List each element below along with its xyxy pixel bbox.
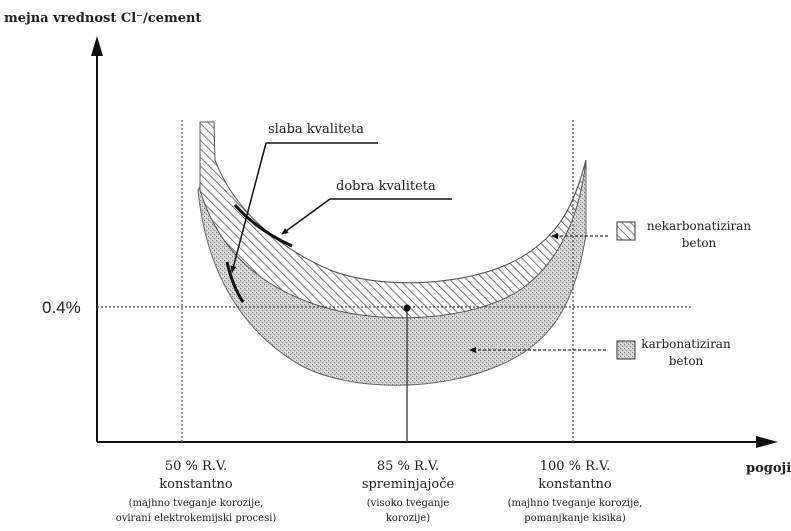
weak-quality-leader [230, 142, 267, 273]
x-axis-label: pogoji [746, 461, 791, 476]
good-quality-leader [281, 198, 331, 235]
condition-100-note-1: (majhno tveganje korozije, [508, 498, 643, 509]
legend-swatch-stipple [616, 340, 636, 360]
condition-100: 100 % R.V. konstantno (majhno tveganje k… [508, 459, 643, 524]
condition-50-subtitle: konstantno [159, 477, 233, 492]
threshold-label: 0.4% [42, 298, 81, 317]
good-quality-curve [233, 204, 293, 248]
condition-85: 85 % R.V. spreminjajoče (visoko tveganje… [362, 459, 455, 524]
y-axis-arrow-icon [91, 36, 103, 56]
good-quality-label: dobra kvaliteta [336, 179, 436, 194]
condition-85-title: 85 % R.V. [377, 459, 439, 474]
weak-quality-label: slaba kvaliteta [268, 122, 364, 137]
legend-stipple-label-2: beton [669, 354, 704, 368]
condition-50-title: 50 % R.V. [165, 459, 227, 474]
weak-quality-curve [225, 261, 245, 303]
condition-85-note-2: korozije) [386, 513, 430, 524]
x-axis-arrow-icon [756, 436, 778, 448]
legend-hatch-label-2: beton [682, 236, 717, 250]
legend-swatch-hatch [616, 221, 636, 241]
condition-50-note-2: ovirani elektrokemijski procesi) [116, 513, 277, 524]
non-carbonated-band [199, 121, 587, 319]
condition-100-note-2: pomanjkanje kisika) [524, 513, 626, 524]
condition-85-note-1: (visoko tveganje [367, 498, 450, 509]
condition-50: 50 % R.V. konstantno (majhno tveganje ko… [116, 459, 277, 524]
minimum-point [403, 304, 411, 312]
condition-85-subtitle: spreminjajoče [362, 477, 455, 492]
condition-50-note-1: (majhno tveganje korozije, [129, 498, 264, 509]
legend-stipple-label-1: karbonatiziran [641, 337, 731, 351]
legend-hatch-label-1: nekarbonatiziran [647, 219, 751, 233]
condition-100-subtitle: konstantno [538, 477, 612, 492]
condition-100-title: 100 % R.V. [540, 459, 611, 474]
y-axis-label: mejna vrednost Cl⁻/cement [4, 11, 201, 26]
